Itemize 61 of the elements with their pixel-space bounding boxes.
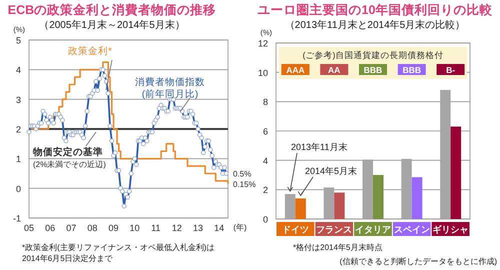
x-axis-title: (年)	[233, 223, 247, 232]
annotation: 0.15%	[233, 180, 256, 189]
annotation: B-	[446, 65, 456, 75]
bar	[295, 198, 306, 219]
x-tick-label: 11	[151, 223, 160, 233]
bar	[324, 187, 334, 219]
x-tick-label: フランス	[316, 224, 352, 234]
series-label: 2013年11月末	[291, 142, 348, 152]
text: (信頼できると判断したデータをもとに作成)	[340, 257, 498, 266]
x-tick-label: 14	[214, 223, 224, 233]
y-tick-label: 0	[262, 214, 268, 224]
y-tick-label: 5	[16, 36, 21, 46]
y-tick-label: 4	[16, 65, 21, 76]
y-tick-label: 2	[262, 185, 268, 196]
x-tick-label: ギリシャ	[432, 224, 469, 234]
y-tick-label: -1	[12, 214, 21, 224]
annotation: AA	[328, 65, 340, 75]
x-tick-label: 07	[66, 223, 76, 233]
y-tick-label: 0	[16, 184, 21, 194]
chart-subtitle: （2005年1月末～2014年5月末）	[39, 19, 185, 31]
x-tick-label: 08	[87, 223, 98, 233]
y-tick-label: 2	[16, 124, 21, 134]
chart-subtitle: （2013年11月末と2014年5月末の比較）	[284, 19, 466, 31]
annotation: (ご参考)自国通貨建の長期債務格付	[302, 50, 444, 60]
x-tick-label: イタリア	[355, 224, 391, 234]
series-label: 消費者物価指数 (前年同月比)	[135, 76, 205, 100]
text: *政策金利(主要リファイナンス・オペ最低入札金利)は 2014年6月5日決定分まで	[22, 243, 214, 263]
y-tick-label: 10	[258, 68, 268, 78]
x-tick-label: 05	[24, 223, 34, 233]
text: *格付は2014年5月末時点	[293, 243, 382, 252]
series-label: 2014年5月末	[305, 166, 358, 176]
ref-line-label: 物価安定の基準	[32, 146, 103, 158]
x-tick-label: 09	[108, 223, 119, 233]
y-tick-label: 1	[16, 154, 21, 164]
chart-title: ECBの政策金利と消費者物価の推移	[8, 2, 216, 17]
series-label: 政策金利*	[68, 45, 112, 57]
annotation: BBB	[364, 65, 382, 75]
x-tick-label: スペイン	[394, 224, 430, 234]
x-tick-label: ドイツ	[282, 224, 309, 234]
bar	[450, 126, 462, 219]
y-tick-label: 3	[16, 94, 21, 105]
annotation: 0.5%	[233, 170, 252, 178]
y-tick-label: 6	[262, 126, 268, 136]
x-tick-label: 12	[172, 223, 182, 233]
bar	[401, 158, 412, 219]
bar	[362, 160, 373, 219]
x-tick-label: 10	[130, 223, 140, 233]
bar	[334, 192, 345, 219]
annotation: BBB	[402, 65, 422, 75]
x-tick-label: 06	[45, 223, 56, 233]
bar	[373, 175, 384, 219]
x-tick-label: 13	[193, 223, 204, 233]
bar	[440, 90, 451, 219]
annotation: (2%未満でその近辺)	[33, 160, 106, 169]
y-tick-label: 4	[262, 156, 268, 166]
annotation: AAA	[286, 65, 305, 75]
chart-title: ユーロ圏主要国の10年国債利回りの比較	[258, 2, 494, 17]
bar	[284, 194, 296, 219]
y-tick-label: 8	[262, 97, 268, 108]
bar	[412, 177, 422, 219]
y-tick-label: 12	[258, 38, 268, 48]
